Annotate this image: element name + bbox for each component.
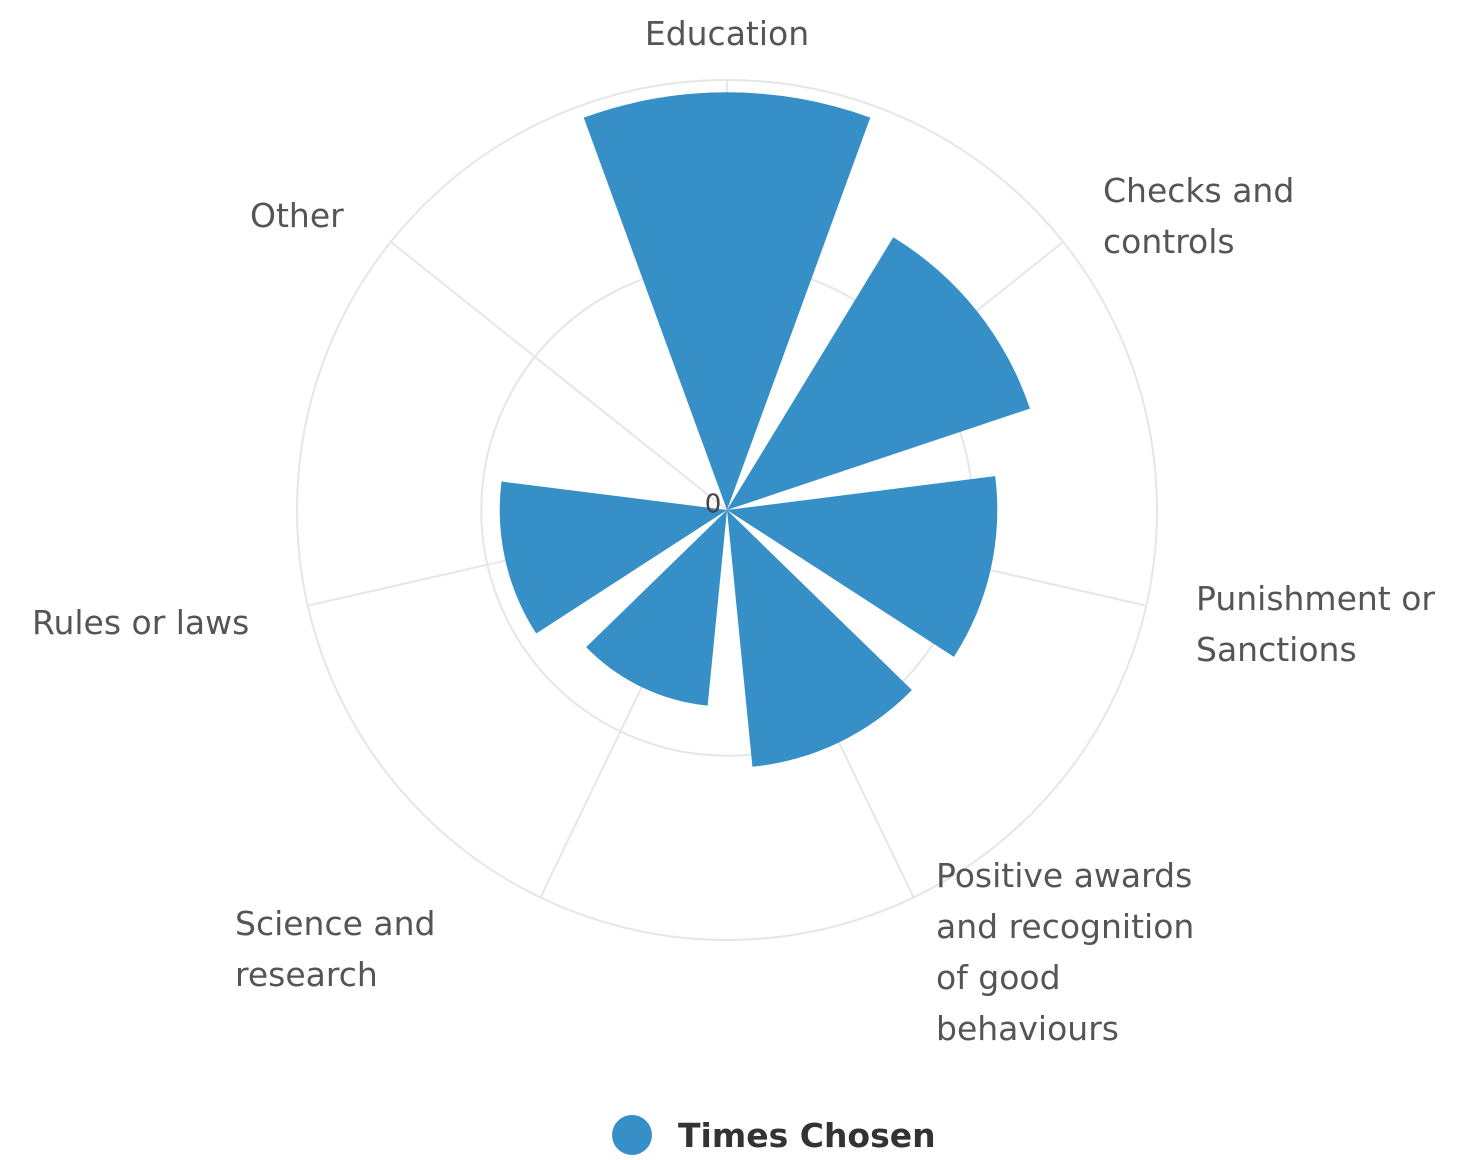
category-label: Education [644, 14, 810, 53]
legend-symbol [612, 1115, 652, 1155]
y-tick-label: 0 [705, 490, 722, 520]
bar [727, 237, 1030, 510]
bar [499, 481, 727, 634]
bar [586, 510, 727, 706]
bar [727, 476, 998, 657]
category-label: Science and research [235, 904, 436, 994]
bar [727, 510, 912, 767]
category-label: Positive awards and recognition of good … [936, 856, 1195, 1048]
legend: Times Chosen [612, 1110, 936, 1160]
category-label: Punishment or Sanctions [1196, 579, 1435, 669]
category-label: Other [250, 196, 344, 235]
category-label: Checks and controls [1103, 171, 1295, 261]
bar [583, 92, 871, 511]
spoke [390, 241, 728, 511]
category-label: Rules or laws [32, 603, 250, 642]
legend-label: Times Chosen [678, 1115, 936, 1155]
